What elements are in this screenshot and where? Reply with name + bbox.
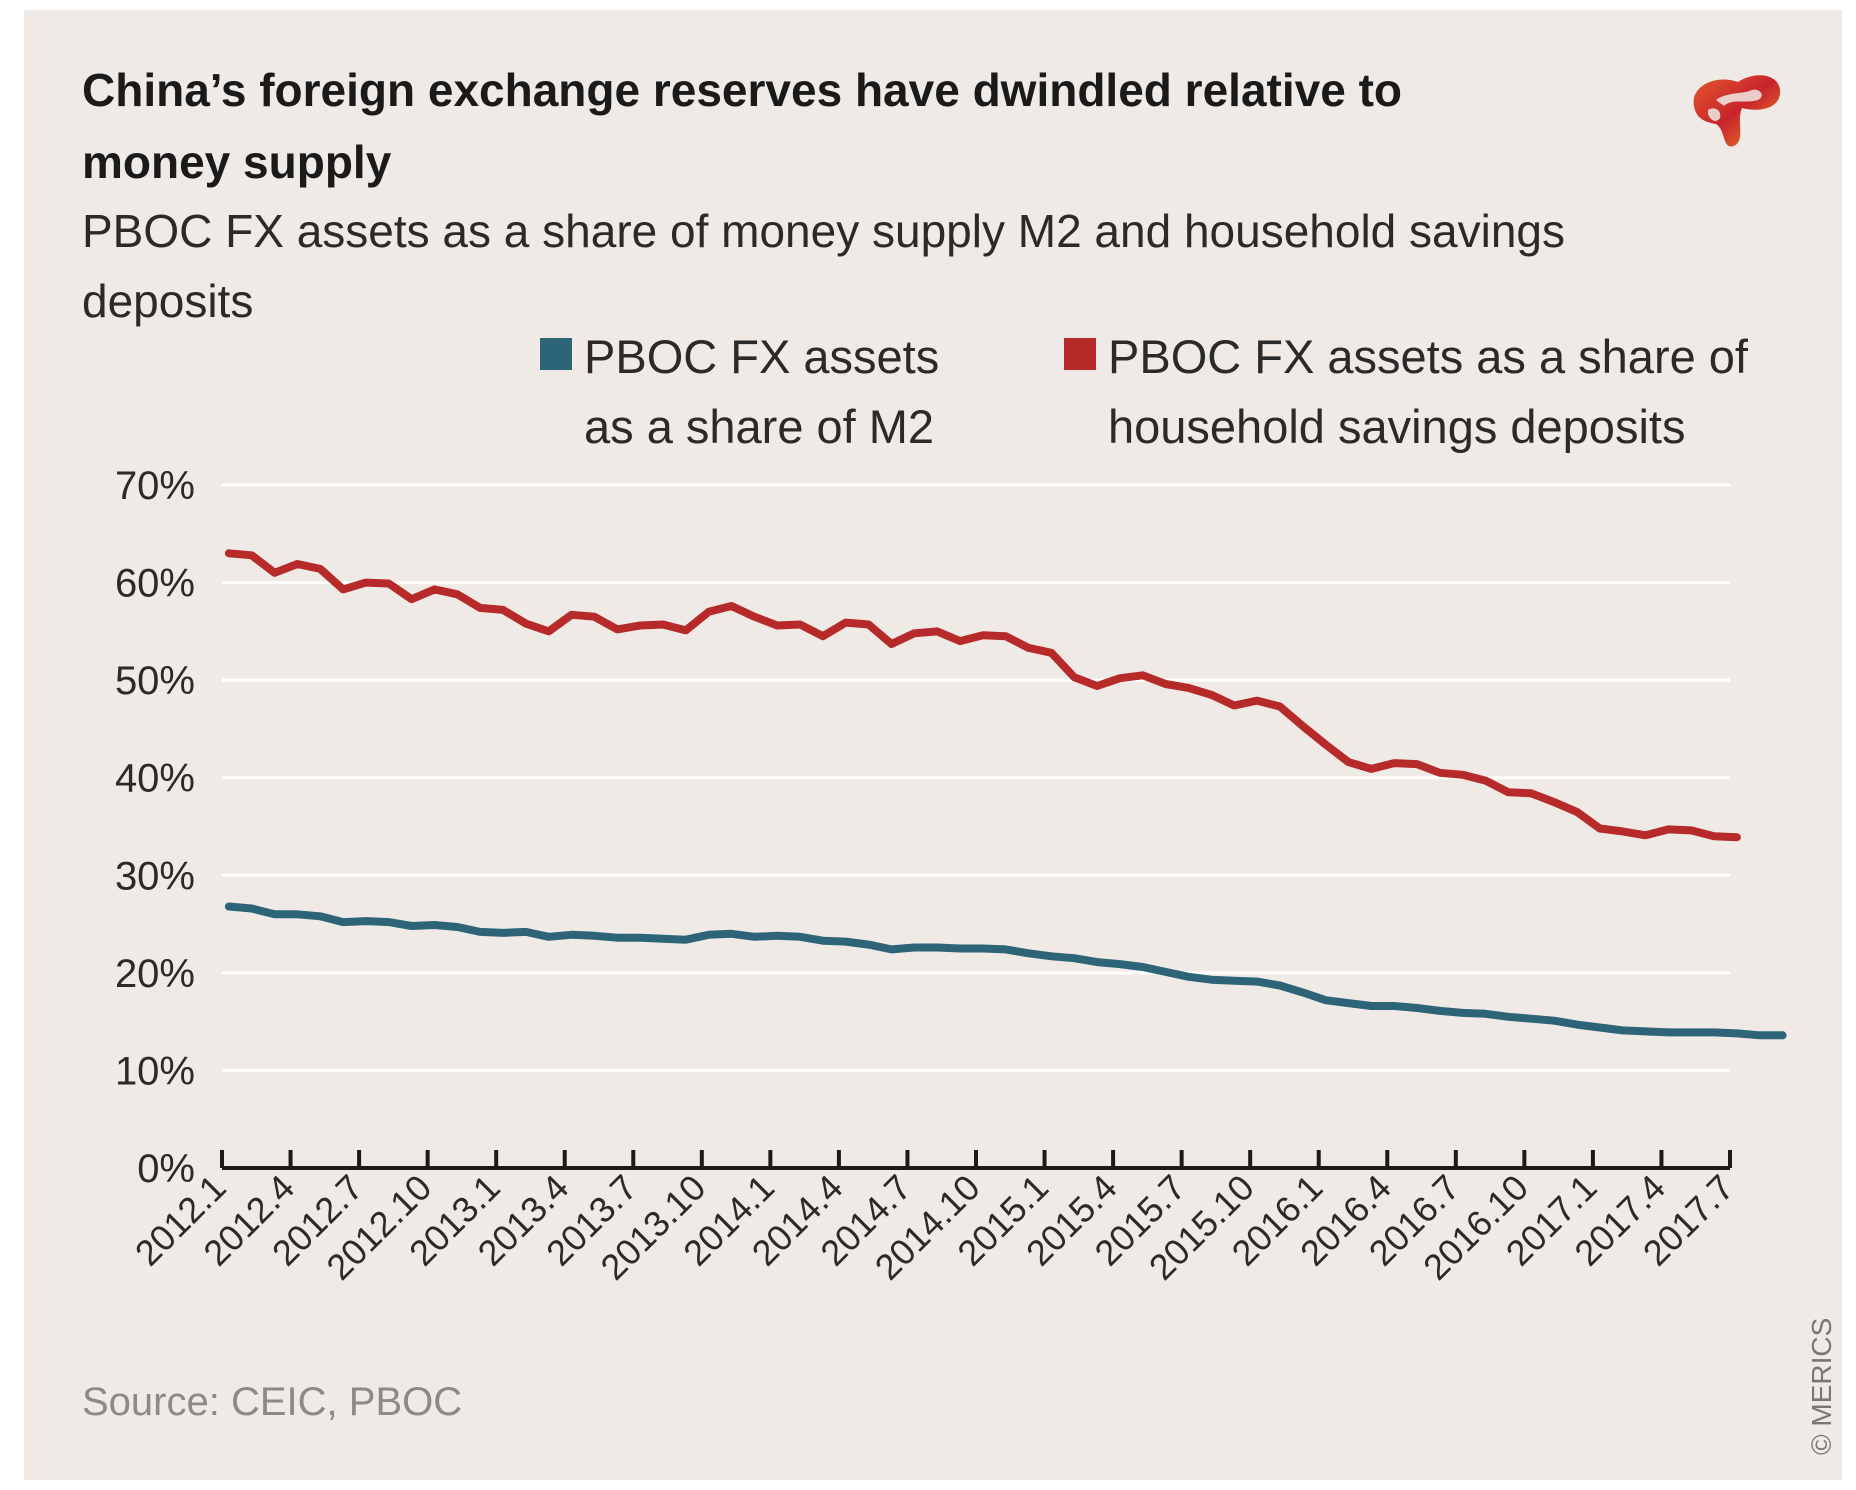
series-line-savings <box>224 549 1741 842</box>
chart-title: China’s foreign exchange reserves have d… <box>82 64 1402 188</box>
merics-logo-icon <box>1693 75 1781 147</box>
series-line-m2 <box>224 902 1787 1040</box>
chart-subtitle: PBOC FX assets as a share of money suppl… <box>82 205 1566 327</box>
y-tick-label: 50% <box>115 659 195 703</box>
legend-swatch-m2 <box>540 338 572 370</box>
chart-card <box>24 10 1842 1480</box>
y-tick-label: 70% <box>115 464 195 508</box>
legend-label-m2: PBOC FX assets as a share of M2 <box>584 330 940 453</box>
copyright-note: © MERICS <box>1806 1317 1837 1455</box>
legend-label-savings: PBOC FX assets as a share of household s… <box>1108 330 1748 453</box>
legend-swatch-savings <box>1064 338 1096 370</box>
y-tick-label: 20% <box>115 952 195 996</box>
y-tick-label: 10% <box>115 1049 195 1093</box>
y-tick-label: 30% <box>115 854 195 898</box>
y-tick-label: 0% <box>137 1147 195 1191</box>
y-tick-label: 40% <box>115 757 195 801</box>
y-tick-label: 60% <box>115 562 195 606</box>
source-note: Source: CEIC, PBOC <box>82 1380 463 1424</box>
